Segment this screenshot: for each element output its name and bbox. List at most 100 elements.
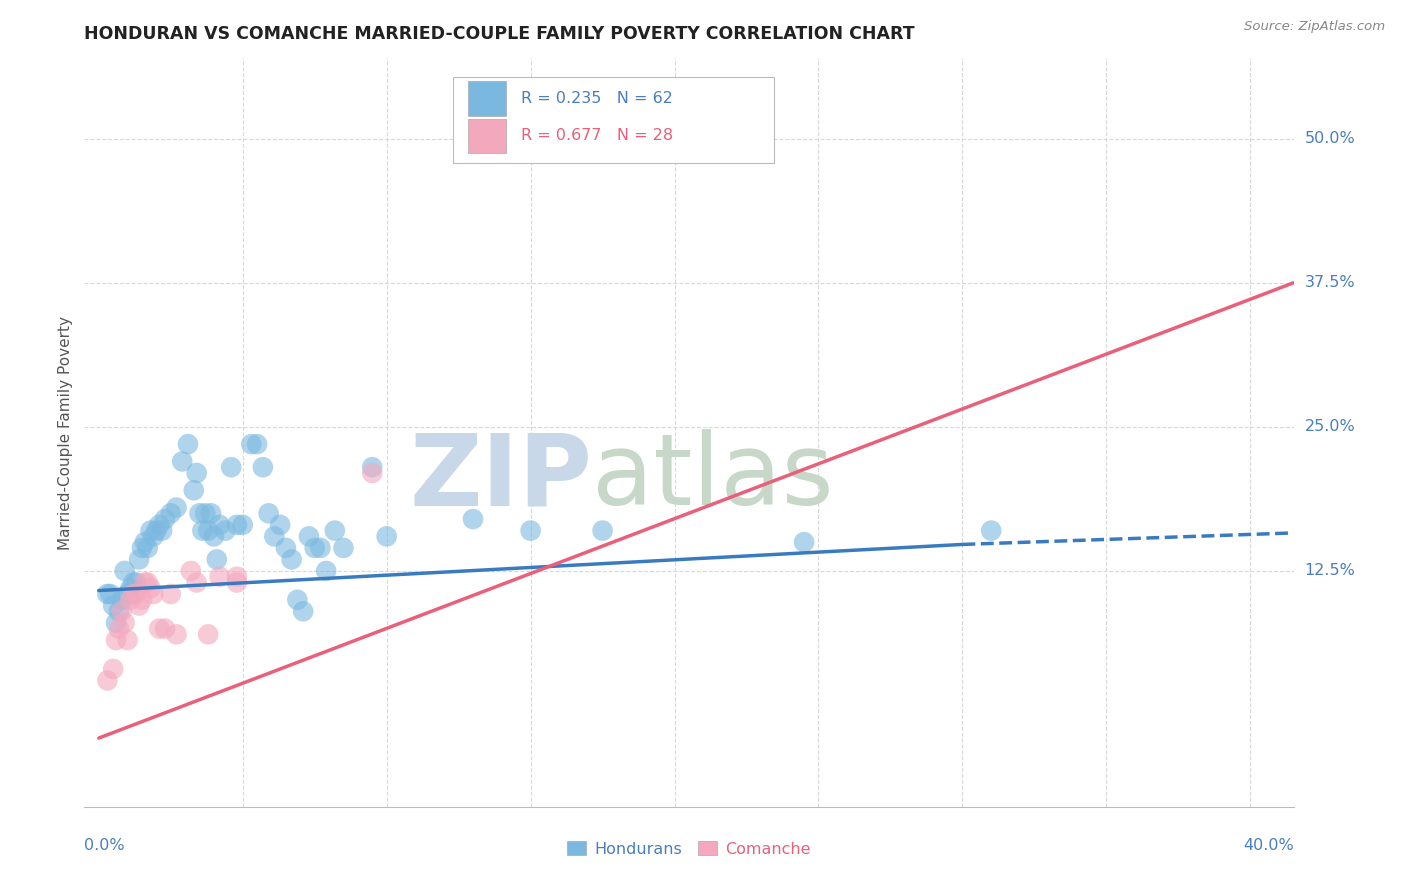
Point [606, 131, 628, 145]
Point [263, 529, 285, 543]
FancyBboxPatch shape [468, 119, 506, 153]
Point [252, 460, 274, 475]
Point [136, 541, 159, 555]
Point [226, 570, 249, 584]
Text: 0.0%: 0.0% [84, 838, 125, 853]
Point [145, 524, 167, 538]
Point [200, 506, 222, 520]
Point [323, 524, 346, 538]
Point [226, 517, 249, 532]
Point [120, 581, 142, 595]
Point [309, 541, 332, 555]
Point [166, 500, 188, 515]
Text: Source: ZipAtlas.com: Source: ZipAtlas.com [1244, 20, 1385, 33]
Legend: Hondurans, Comanche: Hondurans, Comanche [561, 835, 817, 863]
Point [150, 524, 173, 538]
Point [191, 524, 214, 538]
Point [122, 587, 145, 601]
Point [177, 437, 200, 451]
Point [186, 466, 208, 480]
Point [134, 575, 156, 590]
Point [159, 506, 181, 520]
Point [304, 541, 326, 555]
Point [592, 524, 614, 538]
Point [214, 524, 236, 538]
Text: 37.5%: 37.5% [1305, 276, 1355, 290]
Text: ZIP: ZIP [409, 429, 592, 526]
Point [194, 506, 217, 520]
Point [105, 615, 128, 630]
Point [287, 592, 309, 607]
Point [120, 592, 142, 607]
Text: 50.0%: 50.0% [1305, 131, 1355, 146]
Point [117, 633, 139, 648]
Point [101, 662, 124, 676]
Point [197, 524, 219, 538]
Text: R = 0.235   N = 62: R = 0.235 N = 62 [520, 91, 672, 106]
Point [96, 587, 118, 601]
Y-axis label: Married-Couple Family Poverty: Married-Couple Family Poverty [58, 316, 73, 549]
Point [166, 627, 188, 641]
Point [131, 592, 153, 607]
Point [208, 517, 231, 532]
Point [98, 587, 121, 601]
Point [269, 517, 291, 532]
Point [131, 541, 153, 555]
Point [246, 437, 269, 451]
Text: 40.0%: 40.0% [1243, 838, 1294, 853]
Point [226, 575, 249, 590]
Point [125, 575, 148, 590]
Point [114, 564, 136, 578]
Point [188, 506, 211, 520]
FancyBboxPatch shape [453, 77, 773, 163]
Point [108, 604, 131, 618]
Point [122, 575, 145, 590]
Point [315, 564, 337, 578]
Point [361, 466, 384, 480]
Point [128, 599, 150, 613]
Point [148, 622, 170, 636]
Point [219, 460, 242, 475]
Point [361, 460, 384, 475]
Point [111, 592, 134, 607]
Point [125, 587, 148, 601]
Point [197, 627, 219, 641]
Point [108, 622, 131, 636]
Point [180, 564, 202, 578]
Point [105, 633, 128, 648]
Point [205, 552, 228, 566]
Point [153, 622, 176, 636]
Point [148, 517, 170, 532]
Point [292, 604, 315, 618]
Point [980, 524, 1002, 538]
Text: 12.5%: 12.5% [1305, 564, 1355, 578]
Point [142, 529, 165, 543]
Point [375, 529, 398, 543]
Point [232, 517, 254, 532]
Point [519, 524, 541, 538]
Point [186, 575, 208, 590]
Point [136, 575, 159, 590]
Point [208, 570, 231, 584]
Point [134, 535, 156, 549]
Point [172, 454, 194, 468]
Point [461, 512, 484, 526]
Point [139, 581, 162, 595]
Text: HONDURAN VS COMANCHE MARRIED-COUPLE FAMILY POVERTY CORRELATION CHART: HONDURAN VS COMANCHE MARRIED-COUPLE FAMI… [84, 25, 915, 43]
Point [128, 552, 150, 566]
Point [240, 437, 263, 451]
Point [142, 587, 165, 601]
Point [139, 524, 162, 538]
Point [257, 506, 280, 520]
Point [298, 529, 321, 543]
FancyBboxPatch shape [468, 81, 506, 116]
Point [280, 552, 302, 566]
Point [793, 535, 815, 549]
Point [159, 587, 181, 601]
Point [332, 541, 354, 555]
Point [153, 512, 176, 526]
Text: R = 0.677   N = 28: R = 0.677 N = 28 [520, 128, 673, 144]
Point [111, 604, 134, 618]
Point [117, 587, 139, 601]
Point [274, 541, 297, 555]
